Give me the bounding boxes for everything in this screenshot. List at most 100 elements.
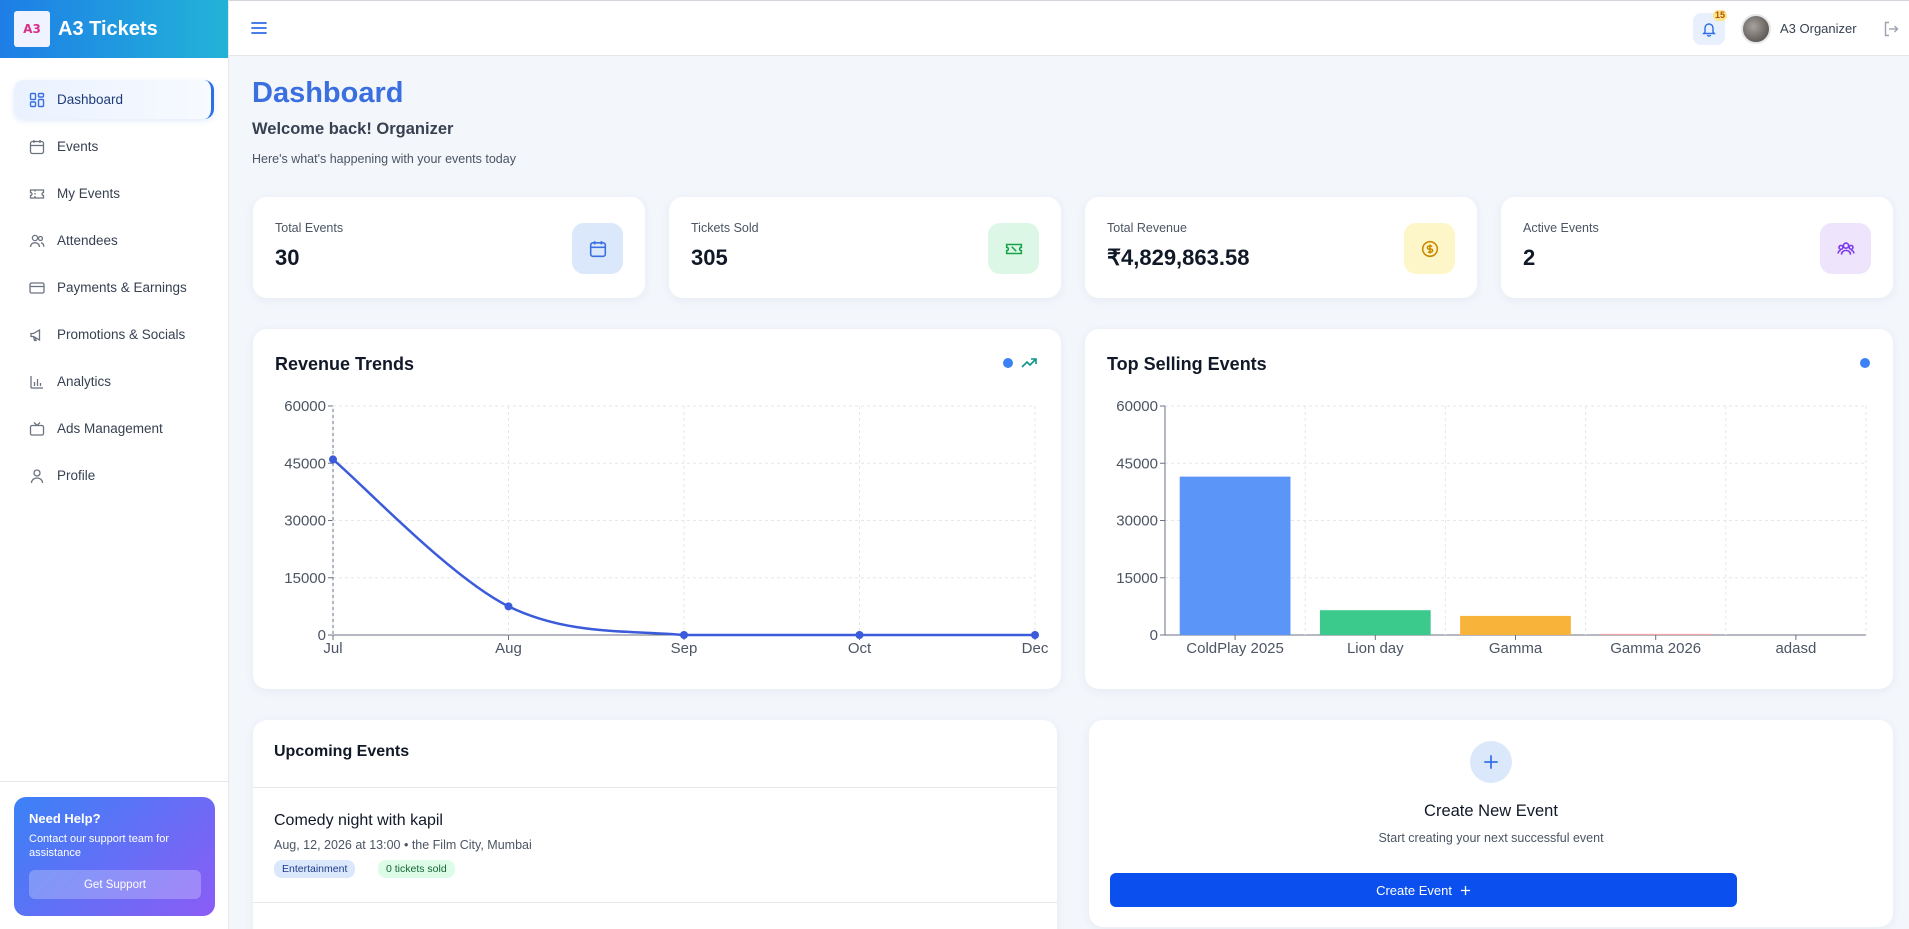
tickets-sold-badge: 0 tickets sold [378,860,455,878]
dashboard-icon [29,92,45,108]
top-selling-card: Top Selling Events 0 15000 30000 45000 60000… [1085,329,1893,689]
section-title: Upcoming Events [274,743,410,760]
x-tick-label: Gamma 2026 [1610,640,1701,657]
ticket-icon [29,186,45,202]
list-item[interactable]: Comedy night with kapil Aug, 12, 2026 at… [253,788,1057,902]
x-tick-label: adasd [1775,640,1816,657]
get-support-button[interactable]: Get Support [29,870,201,899]
create-event-card: Create New Event Start creating your nex… [1089,720,1893,927]
dollar-icon [1404,223,1455,274]
y-tick-label: 60000 [284,398,326,415]
users-icon [1820,223,1871,274]
user-name[interactable]: A3 Organizer [1780,21,1857,36]
sidebar-item-label: Payments & Earnings [57,280,187,295]
bar [1460,615,1571,635]
revenue-trends-card: Revenue Trends 0 15000 30000 45000 60000 Jul A… [253,329,1061,689]
y-tick-label: 15000 [284,570,326,587]
trending-up-icon [1021,355,1037,376]
megaphone-icon [29,327,45,343]
sidebar-item-label: Profile [57,468,96,483]
brand-header[interactable]: A3 A3 Tickets [0,0,228,58]
data-point [329,455,337,464]
x-tick-label: Oct [848,640,872,657]
x-tick-label: Jul [323,640,342,657]
chart-title: Top Selling Events [1107,354,1267,374]
hamburger-menu-icon[interactable] [249,18,269,38]
stat-label: Total Revenue [1107,221,1187,235]
sidebar-item-label: Attendees [57,233,118,248]
x-tick-label: Dec [1022,640,1049,657]
stat-card-total-events: Total Events 30 [253,197,645,298]
sidebar-item-label: Ads Management [57,421,163,436]
divider [253,902,1057,903]
app-logo: A3 [14,11,50,47]
calendar-icon [29,139,45,155]
x-tick-label: Sep [671,640,698,657]
sidebar-item-payments[interactable]: Payments & Earnings [14,268,214,307]
revenue-line-chart: 0 15000 30000 45000 60000 Jul Aug Sep Oct Dec [284,398,1049,657]
legend-dot [1003,358,1013,368]
help-title: Need Help? [29,811,101,826]
sidebar-item-dashboard[interactable]: Dashboard [14,80,214,119]
brand-name: A3 Tickets [58,17,158,40]
sidebar-item-attendees[interactable]: Attendees [14,221,214,260]
create-title: Create New Event [1424,802,1558,820]
ticket-icon [988,223,1039,274]
data-point [680,631,688,639]
y-tick-label: 0 [318,627,326,644]
bar [1600,633,1712,635]
users-icon [29,233,45,249]
sidebar-item-label: Events [57,139,99,154]
data-point [855,631,864,639]
stat-label: Active Events [1523,221,1599,235]
sidebar-item-ads[interactable]: Ads Management [14,409,214,448]
x-tick-label: Aug [495,640,522,657]
logout-icon[interactable] [1882,20,1900,38]
x-tick-label: Lion day [1347,640,1404,657]
page-title: Dashboard [252,77,404,109]
sidebar-item-my-events[interactable]: My Events [14,174,214,213]
stat-card-tickets-sold: Tickets Sold 305 [669,197,1061,298]
y-tick-label: 45000 [1116,455,1158,472]
category-badge: Entertainment [274,860,356,878]
sidebar-item-promotions[interactable]: Promotions & Socials [14,315,214,354]
y-tick-label: 30000 [1116,513,1158,530]
y-tick-label: 15000 [1116,570,1158,587]
stat-value: 305 [691,245,728,270]
upcoming-events-card: Upcoming Events Comedy night with kapil … [253,720,1057,929]
x-tick-label: ColdPlay 2025 [1186,640,1284,657]
stat-label: Total Events [275,221,344,235]
y-tick-label: 30000 [284,513,326,530]
stat-value: ₹4,829,863.58 [1107,245,1250,270]
tv-icon [29,421,45,437]
event-meta: Aug, 12, 2026 at 13:00 • the Film City, … [274,838,532,852]
page-subtitle: Here's what's happening with your events… [252,152,516,166]
sidebar-item-profile[interactable]: Profile [14,456,214,495]
create-event-label: Create Event [1376,882,1452,898]
event-title[interactable]: Comedy night with kapil [274,812,443,829]
create-event-button[interactable]: Create Event [1110,873,1737,907]
sidebar-item-label: Analytics [57,374,112,389]
bar [1179,476,1291,635]
stat-value: 2 [1523,245,1536,270]
stat-label: Tickets Sold [691,221,759,235]
stat-value: 30 [275,245,300,270]
y-tick-label: 45000 [284,455,326,472]
chart-title: Revenue Trends [275,354,415,374]
legend-dot [1860,358,1870,368]
top-selling-bar-chart: 0 15000 30000 45000 60000 ColdPlay 2025 Lion d… [1116,398,1867,657]
sidebar-item-analytics[interactable]: Analytics [14,362,214,401]
avatar[interactable] [1741,14,1771,44]
sidebar-nav: Dashboard Events My Events Attendees Pay… [0,58,228,495]
user-icon [29,468,45,484]
help-card: Need Help? Contact our support team for … [14,797,215,916]
create-subtitle: Start creating your next successful even… [1378,831,1604,845]
sidebar: A3 A3 Tickets Dashboard Events My Events… [0,0,229,929]
data-point [1031,631,1039,639]
y-tick-label: 60000 [1116,398,1158,415]
help-text: Contact our support team for assistance [29,833,170,859]
credit-card-icon [29,280,45,296]
plus-icon[interactable] [1470,741,1512,783]
sidebar-item-events[interactable]: Events [14,127,214,166]
sidebar-item-label: Promotions & Socials [57,327,186,342]
